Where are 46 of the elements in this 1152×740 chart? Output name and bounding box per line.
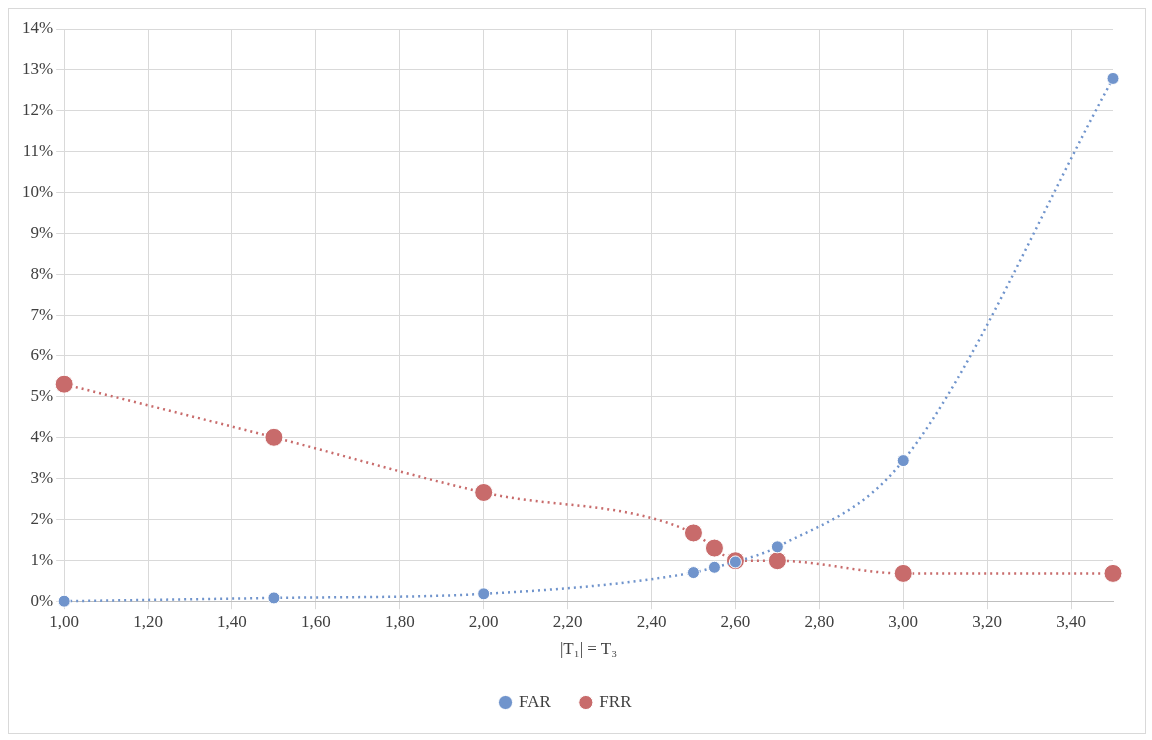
point bbox=[264, 427, 284, 447]
y-tick-label: 7% bbox=[30, 304, 54, 324]
point bbox=[1106, 71, 1120, 85]
y-tick-label: 6% bbox=[30, 345, 54, 365]
x-tick-label: 2,20 bbox=[552, 611, 583, 631]
y-tick-label: 11% bbox=[22, 141, 54, 161]
x-tick-label: 1,60 bbox=[301, 611, 331, 631]
y-tick-label: 10% bbox=[21, 181, 54, 201]
point bbox=[683, 523, 703, 543]
legend-label: FAR bbox=[519, 691, 552, 711]
x-tick-label: 1,40 bbox=[217, 611, 247, 631]
point bbox=[704, 538, 724, 558]
x-tick-label: 2,80 bbox=[804, 611, 835, 631]
point bbox=[707, 560, 721, 574]
x-tick-label: 2,60 bbox=[720, 611, 751, 631]
legend-label: FRR bbox=[599, 691, 633, 711]
y-tick-label: 12% bbox=[21, 100, 54, 120]
y-tick-label: 4% bbox=[30, 427, 54, 447]
point bbox=[54, 374, 74, 394]
y-tick-label: 8% bbox=[30, 263, 54, 283]
y-tick-label: 13% bbox=[21, 59, 54, 79]
point bbox=[767, 551, 787, 571]
point bbox=[474, 482, 494, 502]
y-tick-label: 5% bbox=[30, 386, 54, 406]
point bbox=[267, 591, 281, 605]
x-tick-label: 2,00 bbox=[468, 611, 499, 631]
x-tick-label: 3,00 bbox=[888, 611, 919, 631]
x-tick-label: 3,40 bbox=[1056, 611, 1086, 631]
x-tick-label: 3,20 bbox=[972, 611, 1003, 631]
point bbox=[893, 563, 913, 583]
x-tick-label: 2,40 bbox=[636, 611, 667, 631]
y-tick-label: 14% bbox=[21, 18, 54, 38]
y-tick-label: 9% bbox=[30, 222, 54, 242]
x-tick-label: 1,20 bbox=[133, 611, 163, 631]
y-tick-label: 1% bbox=[30, 549, 54, 569]
point bbox=[896, 454, 910, 468]
y-tick-label: 2% bbox=[30, 508, 54, 528]
y-tick-label: 0% bbox=[30, 590, 54, 610]
y-tick-label: 3% bbox=[30, 468, 54, 488]
x-tick-label: 1,80 bbox=[384, 611, 415, 631]
point bbox=[1103, 563, 1123, 583]
x-tick-label: 1,00 bbox=[49, 611, 80, 631]
point bbox=[477, 587, 491, 601]
x-axis-title: |T₁| = T₃ bbox=[559, 639, 618, 659]
point bbox=[686, 566, 700, 580]
point bbox=[770, 540, 784, 554]
